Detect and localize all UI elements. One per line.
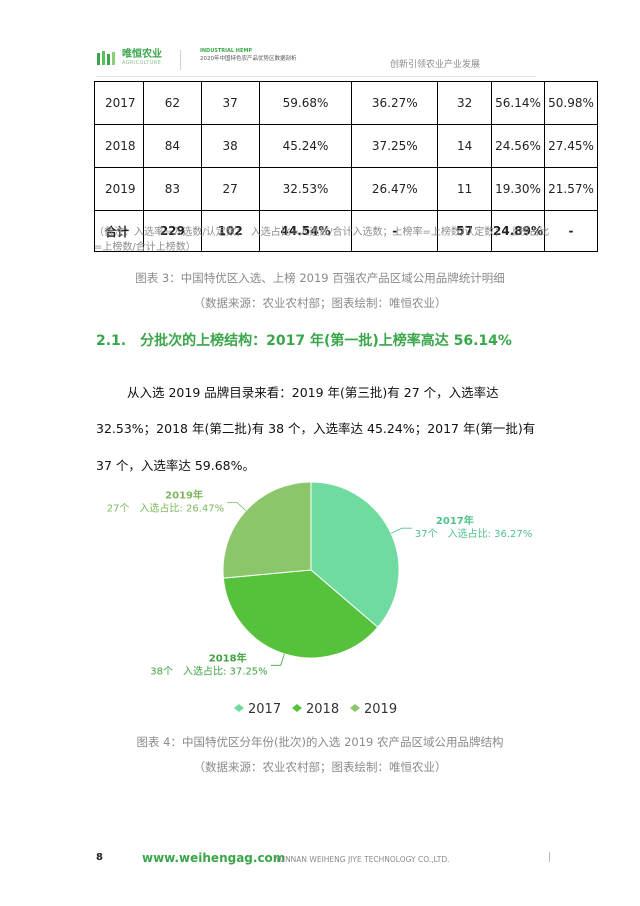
header-rule — [96, 76, 536, 77]
section-title: 分批次的上榜结构：2017 年(第一批)上榜率高达 56.14% — [140, 333, 512, 349]
table-cell: 24.56% — [491, 124, 545, 168]
table-cell: 102 — [200, 210, 260, 252]
figure4-source: （数据来源：农业农村部；图表绘制：唯恒农业） — [193, 760, 447, 774]
pie-label-year: 2017年 — [436, 514, 474, 527]
legend-label: 2018 — [306, 702, 339, 717]
legend-label: 2019 — [364, 702, 397, 717]
header-divider — [180, 50, 181, 70]
table-cell: 59.68% — [258, 81, 353, 125]
table-cell: 32.53% — [258, 167, 353, 211]
table-cell: 36.27% — [351, 81, 439, 125]
table-row: 2019 83 27 32.53% 26.47% 11 19.30% 21.57… — [94, 167, 599, 211]
leaf-logo-icon — [97, 50, 115, 65]
table-cell: - — [351, 210, 439, 252]
table-row: 2017 62 37 59.68% 36.27% 32 56.14% 50.98… — [94, 81, 599, 125]
table-cell: 合计 — [94, 210, 144, 252]
logo-en-text: AGRICULTURE — [122, 60, 162, 66]
legend-label: 2017 — [248, 702, 281, 717]
table-cell: 38 — [200, 124, 260, 168]
paragraph-line: 32.53%；2018 年(第二批)有 38 个，入选率达 45.24%；201… — [96, 421, 536, 436]
paragraph-line: 从入选 2019 品牌目录来看：2019 年(第三批)有 27 个，入选率达 — [127, 385, 499, 400]
company-name: YUNNAN WEIHENG JIYE TECHNOLOGY CO.,LTD. — [275, 855, 450, 864]
table-cell: 2019 — [94, 167, 144, 211]
legend-item-2019[interactable]: 2019 — [350, 702, 397, 717]
leader-line-2019 — [227, 502, 247, 512]
table-cell: 45.24% — [258, 124, 353, 168]
legend-marker — [292, 704, 302, 712]
table-cell: 56.14% — [491, 81, 545, 125]
figure3-source: （数据来源：农业农村部；图表绘制：唯恒农业） — [193, 296, 447, 310]
pie-label-detail: 37个 入选占比: 36.27% — [415, 527, 532, 540]
note-line: =上榜数/合计上榜数） — [94, 242, 196, 253]
header-sub-cn: 2020年中国特色农产品优势区数据剖析 — [200, 56, 297, 62]
header-sub-en: INDUSTRIAL HEMP — [200, 48, 253, 54]
table-cell: 83 — [142, 167, 202, 211]
company-logo: 唯恒农业 AGRICULTURE — [96, 49, 162, 66]
table-cell: 24.89% — [491, 210, 545, 252]
pie-label-detail: 38个 入选占比: 37.25% — [150, 664, 267, 677]
table-cell: 27 — [200, 167, 260, 211]
table-cell: 62 — [142, 81, 202, 125]
table-cell: 19.30% — [491, 167, 545, 211]
table-cell: 37 — [200, 81, 260, 125]
table-cell: - — [543, 210, 599, 252]
table-cell: 32 — [437, 81, 492, 125]
table-cell: 37.25% — [351, 124, 439, 168]
logo-cn-text: 唯恒农业 — [122, 49, 162, 60]
leader-line-2017 — [390, 527, 412, 534]
table-total-row: 合计 229 102 44.54% - 57 24.89% - — [94, 210, 599, 252]
header-slogan: 创新引领农业产业发展 — [390, 60, 481, 70]
table-cell: 2017 — [94, 81, 144, 125]
section-heading: 2.1. 分批次的上榜结构：2017 年(第一批)上榜率高达 56.14% — [96, 330, 512, 350]
page-header: 唯恒农业 AGRICULTURE INDUSTRIAL HEMP 2020年中国… — [0, 0, 640, 80]
pie-slice-2018 — [222, 569, 379, 659]
legend-marker — [350, 704, 360, 712]
table-cell: 27.45% — [543, 124, 599, 168]
pie-label-year: 2018年 — [209, 651, 247, 664]
figure4-caption: 图表 4：中国特优区分年份(批次)的入选 2019 农产品区域公用品牌结构 — [136, 735, 504, 749]
table-cell: 50.98% — [543, 81, 599, 125]
leader-line-2018 — [270, 653, 285, 666]
table-note: （备注：入选率=入选数/认定数； 入选占比=入选数/合计入选数；上榜率=上榜数/… — [94, 225, 564, 255]
table-row: 2018 84 38 45.24% 37.25% 14 24.56% 27.45… — [94, 124, 599, 168]
legend-item-2018[interactable]: 2018 — [292, 702, 339, 717]
stats-table: 2017 62 37 59.68% 36.27% 32 56.14% 50.98… — [94, 81, 599, 252]
table-cell: 11 — [437, 167, 492, 211]
page-number: 8 — [96, 852, 103, 863]
table-cell: 84 — [142, 124, 202, 168]
table-cell: 26.47% — [351, 167, 439, 211]
figure3-caption: 图表 3：中国特优区入选、上榜 2019 百强农产品区域公用品牌统计明细 — [135, 271, 505, 285]
table-cell: 57 — [437, 210, 492, 252]
legend-item-2017[interactable]: 2017 — [234, 702, 281, 717]
table-cell: 2018 — [94, 124, 144, 168]
table-cell: 14 — [437, 124, 492, 168]
header-subtitle: INDUSTRIAL HEMP 2020年中国特色农产品优势区数据剖析 — [200, 48, 297, 63]
website-link[interactable]: www.weihengag.com — [142, 851, 286, 865]
table-cell: 21.57% — [543, 167, 599, 211]
footer-divider — [549, 852, 550, 862]
table-cell: 44.54% — [258, 210, 353, 252]
paragraph-line: 37 个，入选率达 59.68%。 — [96, 458, 256, 473]
table-cell: 229 — [142, 210, 202, 252]
section-number: 2.1. — [96, 333, 127, 349]
legend-marker — [234, 704, 244, 712]
pie-slice-2019 — [222, 481, 312, 579]
pie-label-year: 2019年 — [165, 489, 203, 502]
note-line: （备注：入选率=入选数/认定数； 入选占比=入选数/合计入选数；上榜率=上榜数/… — [94, 227, 550, 238]
pie-label-detail: 27个 入选占比: 26.47% — [107, 502, 224, 515]
